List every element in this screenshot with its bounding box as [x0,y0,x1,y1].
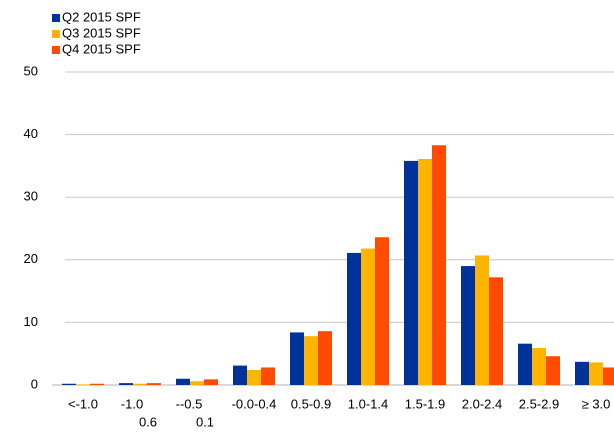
bar [375,237,389,385]
bar [589,362,603,385]
bar [233,365,247,385]
x-tick-label: 1.0-1.4 [348,396,388,411]
bar [176,378,190,385]
legend-label: Q3 2015 SPF [62,25,141,40]
y-tick-label: 40 [24,126,38,141]
y-tick-label: 20 [24,251,38,266]
bar [261,367,275,385]
x-tick-label: 0.6 [139,414,157,429]
bar [90,383,104,385]
x-tick-label: 1.5-1.9 [405,396,445,411]
x-tick-label: 2.5-2.9 [519,396,559,411]
legend-swatch [52,14,60,22]
bar [190,381,204,385]
bar [204,379,218,385]
x-tick-label: 2.0-2.4 [462,396,502,411]
bar [76,384,90,385]
bar [347,252,361,385]
legend-swatch [52,30,60,38]
bar [247,369,261,385]
bar [575,361,589,385]
x-tick-label: --0.5 [176,396,203,411]
legend-label: Q4 2015 SPF [62,41,141,56]
bar [361,248,375,385]
bar [518,343,532,385]
x-tick-label: <-1.0 [68,396,98,411]
bar [119,383,133,385]
y-tick-label: 50 [24,63,38,78]
bar [404,160,418,385]
bar [304,336,318,385]
bar [461,266,475,385]
bar [133,383,147,385]
y-tick-label: 0 [31,376,38,391]
bar [475,255,489,385]
y-tick-label: 10 [24,314,38,329]
bar [532,348,546,385]
legend-swatch [52,46,60,54]
bar [62,383,76,385]
x-tick-label: ≥ 3.0 [582,396,611,411]
y-tick-label: 30 [24,189,38,204]
x-tick-label: 0.1 [196,414,214,429]
bar [290,332,304,385]
bar [147,383,161,385]
bar [318,331,332,385]
legend-label: Q2 2015 SPF [62,9,141,24]
bar [546,356,560,385]
bar [489,277,503,385]
x-tick-label: -1.0 [121,396,143,411]
bar [418,159,432,385]
x-tick-label: 0.5-0.9 [291,396,331,411]
x-tick-label: -0.0-0.4 [232,396,277,411]
bar [603,367,614,385]
bar [432,145,446,385]
